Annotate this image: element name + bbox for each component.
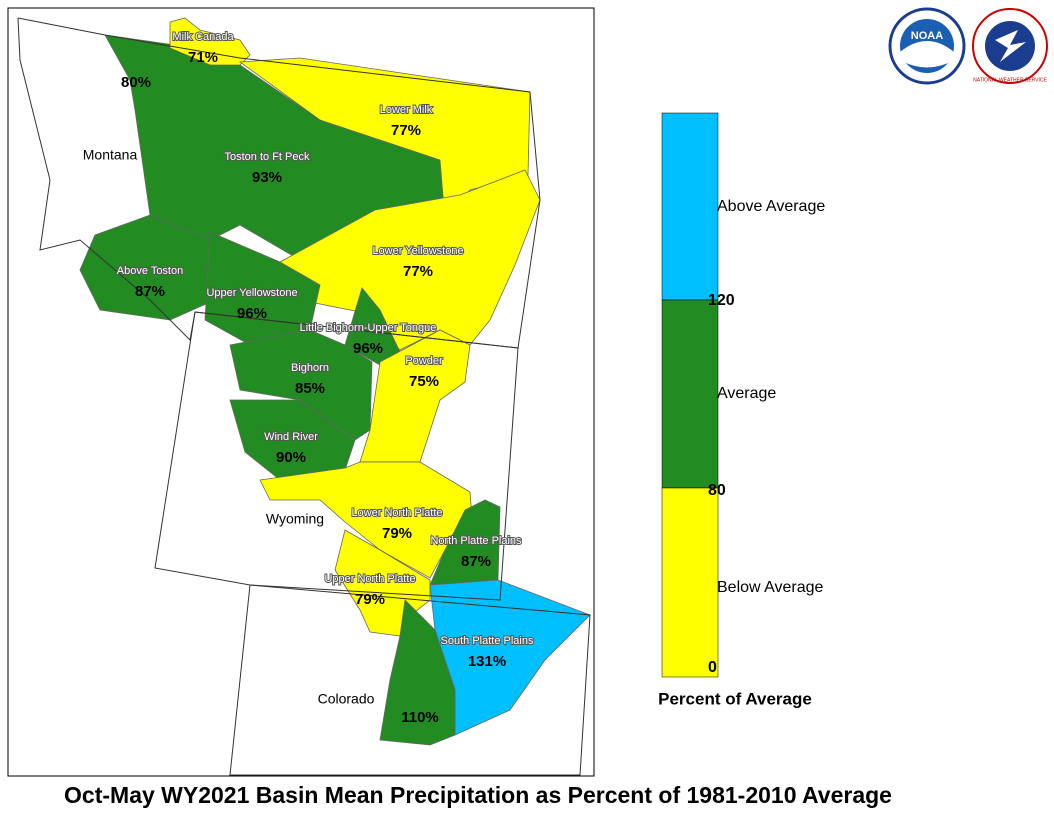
legend-swatch <box>661 112 719 301</box>
state-borders <box>17 17 591 776</box>
basin-name: Upper Yellowstone <box>206 287 297 299</box>
logos: NOAA NATIONAL WEATHER SERVICE <box>888 7 1048 85</box>
basin-value: 93% <box>252 169 282 186</box>
basin-name: Wind River <box>264 431 318 443</box>
state-label: Wyoming <box>266 511 324 527</box>
basin-value: 87% <box>461 553 491 570</box>
legend-category: Average <box>717 385 776 402</box>
basin-value: 80% <box>121 74 151 91</box>
basin-value: 71% <box>188 49 218 66</box>
basin-name: Above Toston <box>117 265 183 277</box>
basin-name: Lower Milk <box>380 104 433 116</box>
basin-value: 131% <box>468 653 506 670</box>
basin-shape <box>169 17 251 66</box>
wyoming-border <box>154 311 519 601</box>
basin-value: 79% <box>355 591 385 608</box>
nws-bolt <box>995 30 1026 62</box>
basin-value: 85% <box>295 380 325 397</box>
legend-tick: 120 <box>708 292 735 309</box>
colorado-border <box>229 584 591 776</box>
legend: Above Average Average Below Average 120 … <box>658 112 825 708</box>
basin-shape <box>238 57 531 222</box>
legend-title: Percent of Average <box>658 689 812 708</box>
basins <box>79 17 591 746</box>
basin-value: 96% <box>353 340 383 357</box>
basin-name: South Platte Plains <box>441 635 534 647</box>
basin-name: Upper North Platte <box>324 573 415 585</box>
basin-name: Milk Canada <box>172 31 234 43</box>
legend-tick: 80 <box>708 482 726 499</box>
labels: Montana Wyoming Colorado Milk Canada 71% 8… <box>83 30 535 726</box>
basin-value: 79% <box>382 525 412 542</box>
legend-swatch <box>661 487 719 678</box>
nws-text: NATIONAL WEATHER SERVICE <box>973 77 1047 83</box>
basin-value: 87% <box>135 283 165 300</box>
basin-shape <box>359 329 471 463</box>
legend-category: Below Average <box>717 579 824 596</box>
map-title: Oct-May WY2021 Basin Mean Precipitation … <box>64 782 892 808</box>
legend-category: Above Average <box>717 198 825 215</box>
legend-tick: 0 <box>708 659 717 676</box>
basin-name: Lower North Platte <box>351 507 442 519</box>
basin-name: Lower Yellowstone <box>372 245 463 257</box>
basin-name: North Platte Plains <box>430 535 522 547</box>
state-label: Montana <box>83 147 138 163</box>
noaa-bird <box>900 41 954 68</box>
basin-value: 77% <box>391 122 421 139</box>
state-label: Colorado <box>318 691 375 707</box>
basin-value: 96% <box>237 305 267 322</box>
basin-value: 75% <box>409 373 439 390</box>
noaa-text: NOAA <box>911 30 943 42</box>
basin-name: Little Bighorn-Upper Tongue <box>300 322 437 334</box>
basin-shape <box>379 599 456 746</box>
basin-value: 90% <box>276 449 306 466</box>
basin-name: Bighorn <box>291 362 329 374</box>
legend-swatch <box>661 299 719 489</box>
basin-value: 110% <box>401 709 439 726</box>
basin-value: 77% <box>403 263 433 280</box>
basin-name: Toston to Ft Peck <box>225 151 310 163</box>
basin-shape <box>79 214 216 321</box>
basin-name: Powder <box>405 355 443 367</box>
